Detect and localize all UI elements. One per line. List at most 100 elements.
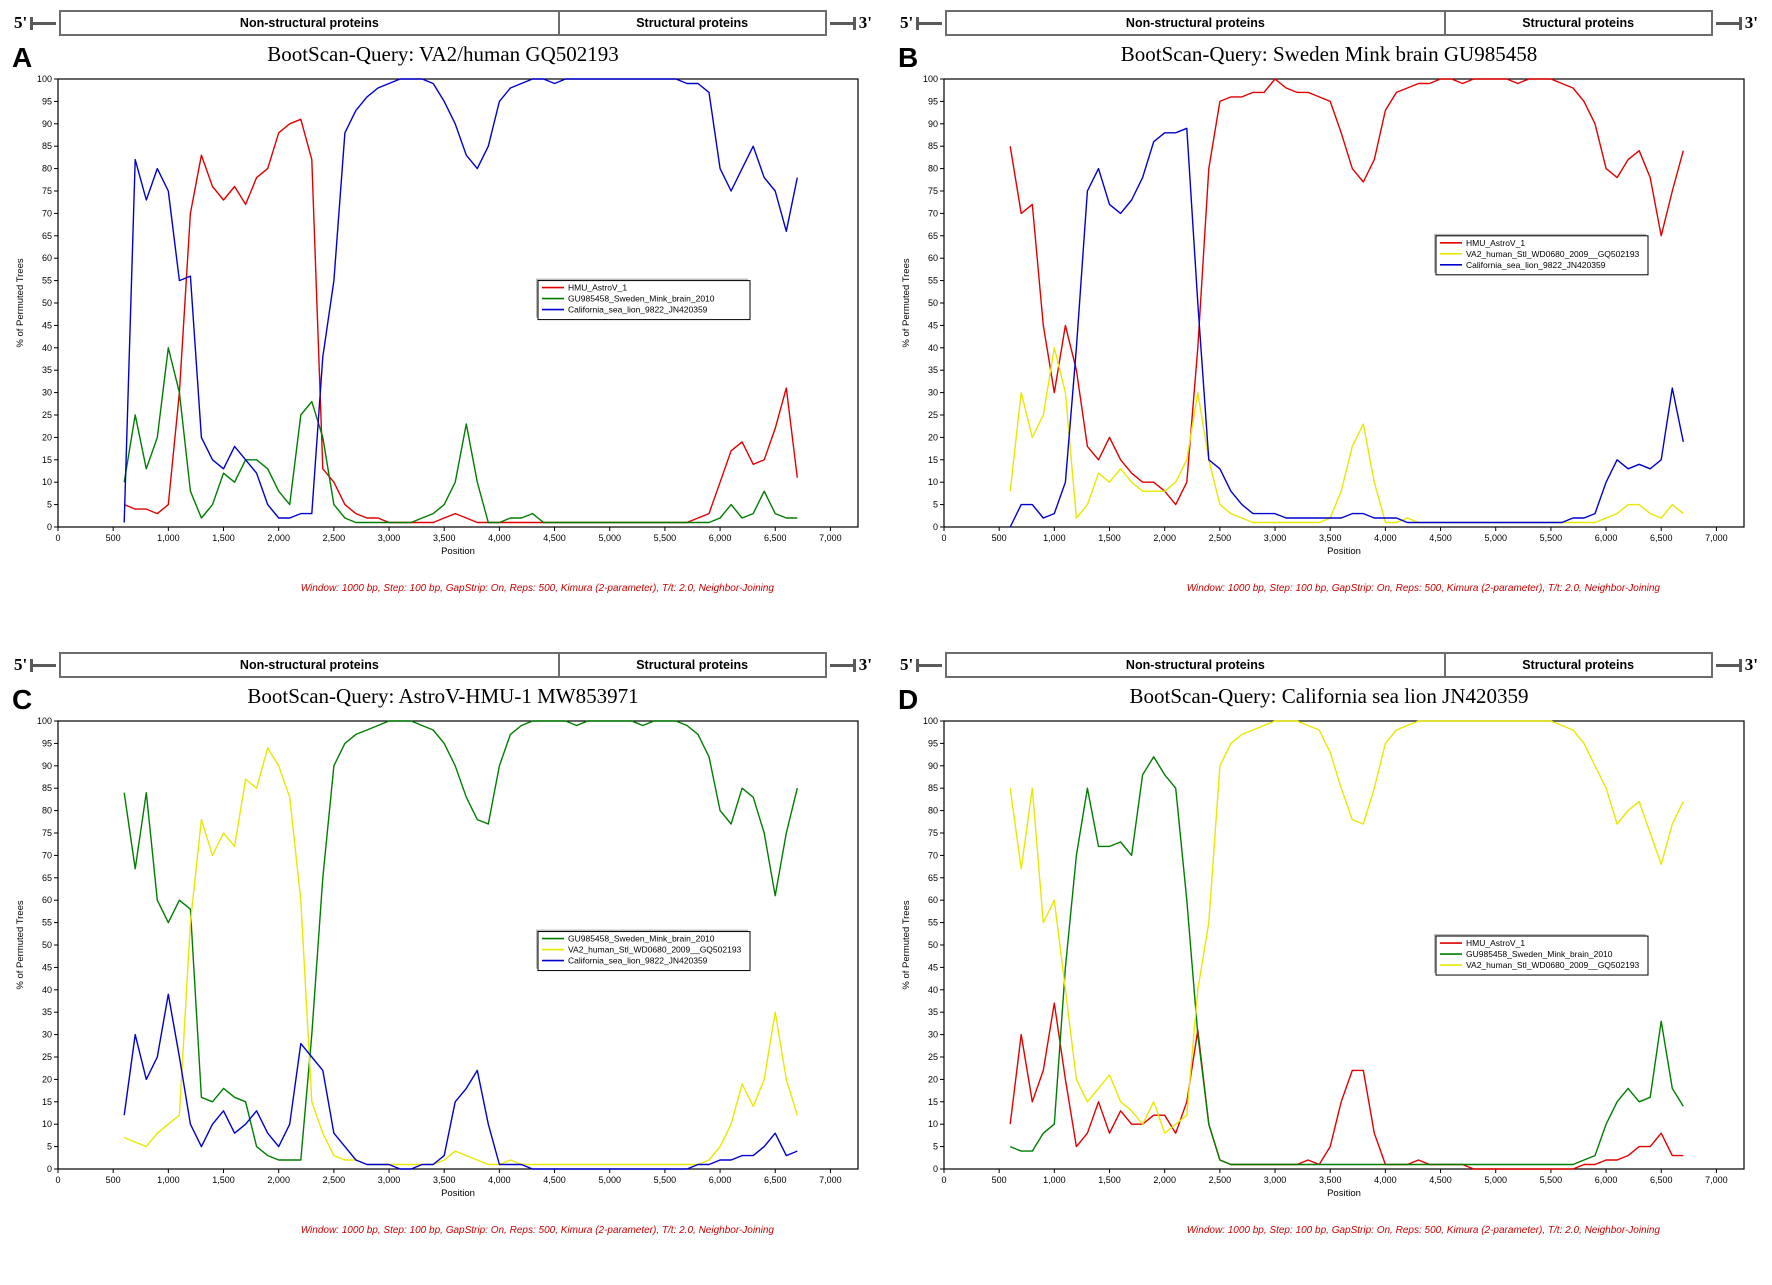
genome-boxes: Non-structural proteins Structural prote… (945, 652, 1713, 678)
genome-line-right (1715, 658, 1742, 672)
y-tick-label: 80 (928, 806, 938, 816)
y-tick-label: 20 (42, 1074, 52, 1084)
y-tick-label: 5 (933, 500, 938, 510)
x-tick-label: 3,500 (433, 533, 456, 543)
legend-label: California_sea_lion_9822_JN420359 (568, 956, 708, 966)
x-tick-label: 1,000 (157, 533, 180, 543)
y-tick-label: 55 (42, 918, 52, 928)
genome-map: 5' Non-structural proteins Structural pr… (14, 6, 872, 40)
legend-label: HMU_AstroV_1 (1466, 938, 1525, 948)
x-tick-label: 1,000 (1043, 1175, 1066, 1185)
five-prime-label: 5' (900, 655, 914, 674)
three-prime-label: 3' (1744, 655, 1758, 674)
structural-box: Structural proteins (1443, 654, 1711, 676)
panel-a: 5' Non-structural proteins Structural pr… (0, 0, 886, 642)
y-tick-label: 75 (42, 828, 52, 838)
x-tick-label: 3,000 (1264, 1175, 1287, 1185)
y-tick-label: 45 (928, 320, 938, 330)
y-tick-label: 55 (928, 918, 938, 928)
x-tick-label: 4,000 (1374, 533, 1397, 543)
y-axis-label: % of Permuted Trees (15, 258, 26, 347)
x-tick-label: 1,500 (1098, 1175, 1121, 1185)
legend-label: California_sea_lion_9822_JN420359 (1466, 260, 1606, 270)
x-tick-label: 3,500 (1319, 533, 1342, 543)
y-tick-label: 40 (42, 343, 52, 353)
legend-label: VA2_human_Stl_WD0680_2009__GQ502193 (1466, 249, 1640, 259)
y-tick-label: 35 (928, 1007, 938, 1017)
legend-label: VA2_human_Stl_WD0680_2009__GQ502193 (568, 945, 742, 955)
legend-box (1435, 235, 1649, 276)
y-tick-label: 60 (42, 895, 52, 905)
three-prime-label: 3' (1744, 13, 1758, 32)
x-tick-label: 500 (106, 533, 121, 543)
three-prime-label: 3' (858, 655, 872, 674)
x-tick-label: 4,500 (1429, 1175, 1452, 1185)
x-tick-label: 3,500 (433, 1175, 456, 1185)
y-axis-label: % of Permuted Trees (15, 900, 26, 989)
y-tick-label: 20 (928, 432, 938, 442)
series-line-GU985458_Sweden_Mink_brain_2010 (1009, 756, 1684, 1166)
x-tick-label: 5,500 (1540, 533, 1563, 543)
y-tick-label: 85 (928, 783, 938, 793)
bootscan-plot-d: 0 5 10 15 20 25 30 35 40 45 50 55 60 65 70 75 80 85 90 95 10… (901, 716, 1745, 1199)
y-tick-label: 0 (933, 522, 938, 532)
y-tick-label: 100 (37, 716, 52, 726)
x-tick-label: 6,000 (1595, 533, 1618, 543)
genome-line-left (916, 16, 943, 30)
legend-label: GU985458_Sweden_Mink_brain_2010 (1466, 949, 1613, 959)
genome-boxes: Non-structural proteins Structural prote… (945, 10, 1713, 36)
x-tick-label: 0 (55, 533, 60, 543)
x-tick-label: 500 (106, 1175, 121, 1185)
genome-line-left (916, 658, 943, 672)
y-tick-label: 35 (42, 1007, 52, 1017)
x-tick-label: 2,000 (267, 533, 290, 543)
y-tick-label: 45 (928, 962, 938, 972)
x-tick-label: 5,000 (598, 1175, 621, 1185)
chart-title: BootScan-Query: VA2/human GQ502193 (267, 42, 619, 66)
y-tick-label: 85 (42, 783, 52, 793)
y-tick-label: 75 (42, 186, 52, 196)
legend-label: GU985458_Sweden_Mink_brain_2010 (568, 934, 715, 944)
series-line-HMU_AstroV_1 (1009, 1002, 1684, 1170)
y-tick-label: 20 (42, 432, 52, 442)
x-tick-label: 5,500 (654, 1175, 677, 1185)
y-tick-label: 30 (42, 388, 52, 398)
y-tick-label: 5 (47, 500, 52, 510)
series-line-California_sea_lion_9822_JN420359 (123, 78, 798, 523)
genome-line-right (829, 16, 856, 30)
x-tick-label: 3,000 (1264, 533, 1287, 543)
x-tick-label: 4,500 (543, 533, 566, 543)
panel-d: 5' Non-structural proteins Structural pr… (886, 642, 1772, 1285)
x-tick-label: 2,000 (1153, 1175, 1176, 1185)
y-tick-label: 90 (928, 761, 938, 771)
y-tick-label: 70 (928, 208, 938, 218)
legend-label: California_sea_lion_9822_JN420359 (568, 305, 708, 315)
x-tick-label: 2,000 (267, 1175, 290, 1185)
panel-letter: B (898, 42, 919, 73)
structural-box: Structural proteins (557, 654, 825, 676)
x-tick-label: 6,500 (1650, 1175, 1673, 1185)
y-tick-label: 75 (928, 186, 938, 196)
x-tick-label: 3,500 (1319, 1175, 1342, 1185)
series-line-HMU_AstroV_1 (123, 118, 798, 524)
y-tick-label: 95 (42, 96, 52, 106)
x-tick-label: 1,500 (212, 533, 235, 543)
y-tick-label: 60 (42, 253, 52, 263)
y-tick-label: 0 (933, 1164, 938, 1174)
nonstructural-box: Non-structural proteins (1125, 658, 1265, 672)
scan-settings-caption: Window: 1000 bp, Step: 100 bp, GapStrip:… (300, 583, 774, 594)
nonstructural-box: Non-structural proteins (239, 658, 379, 672)
genome-line-right (829, 658, 856, 672)
x-tick-label: 7,000 (1705, 1175, 1728, 1185)
five-prime-label: 5' (14, 13, 28, 32)
y-tick-label: 70 (42, 850, 52, 860)
y-tick-label: 10 (928, 1119, 938, 1129)
y-tick-label: 0 (47, 522, 52, 532)
chart-title: BootScan-Query: California sea lion JN42… (1129, 684, 1529, 708)
bootscan-plot-a: 0 5 10 15 20 25 30 35 40 45 50 55 60 65 70 75 80 85 90 95 10… (15, 74, 859, 557)
legend-label: VA2_human_Stl_WD0680_2009__GQ502193 (1466, 960, 1640, 970)
y-tick-label: 25 (42, 410, 52, 420)
x-tick-label: 1,000 (157, 1175, 180, 1185)
y-tick-label: 5 (47, 1142, 52, 1152)
y-tick-label: 50 (42, 298, 52, 308)
